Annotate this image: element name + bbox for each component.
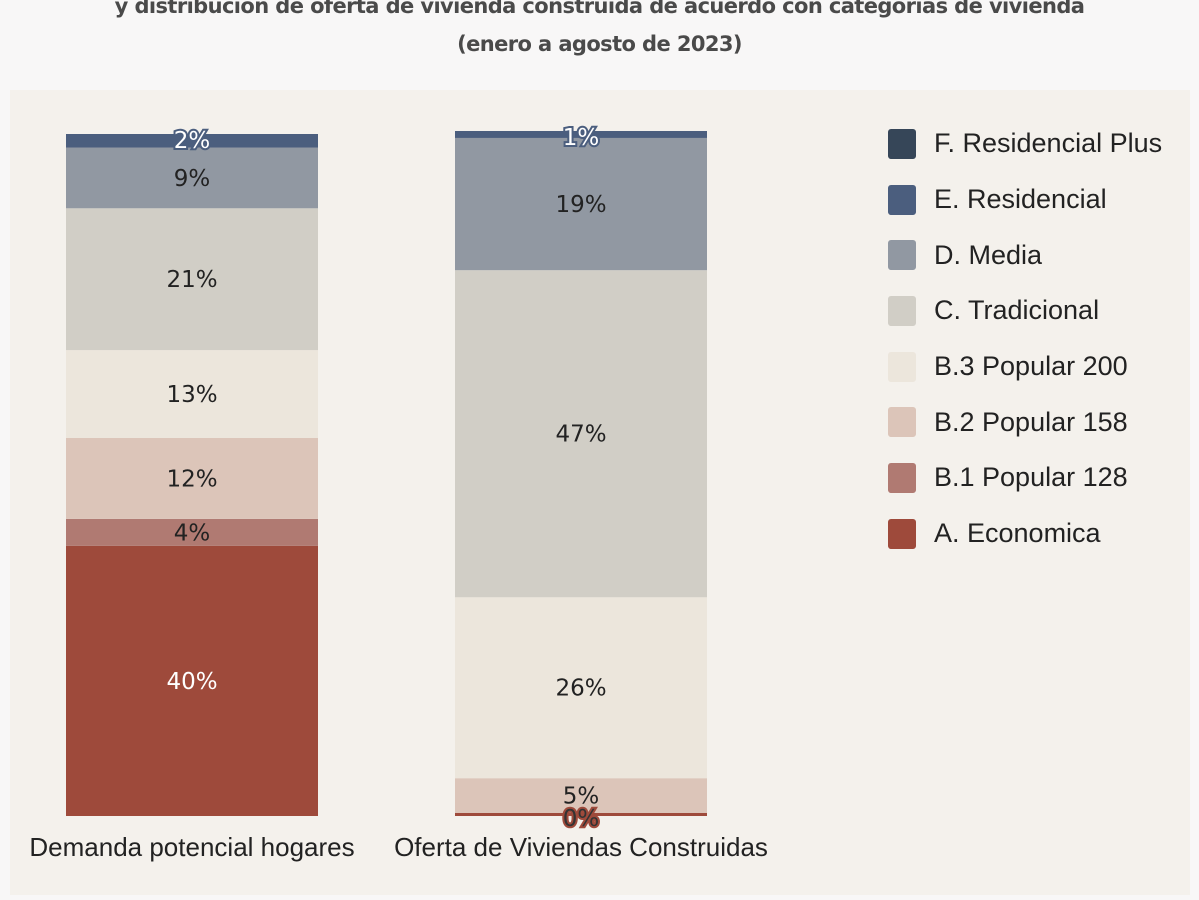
legend-label: B.1 Popular 128 [934,462,1128,493]
legend-label: C. Tradicional [934,295,1100,326]
legend: F. Residencial Plus E. Residencial D. Medi… [888,116,1162,562]
data-label: 4% [174,520,211,546]
bar-segment [66,134,318,148]
bar-segment [66,518,318,546]
legend-item: B.2 Popular 158 [888,394,1162,450]
bar-segment [455,813,707,816]
data-label: 21% [166,267,217,293]
legend-item: F. Residencial Plus [888,116,1162,172]
legend-item: A. Economica [888,506,1162,562]
data-label: 26% [555,676,606,702]
legend-swatch [888,518,916,549]
data-label: 1% [563,125,600,151]
x-tick-label: Oferta de Viviendas Construidas [394,832,768,862]
data-label: 0% [563,806,600,832]
legend-swatch [888,351,916,382]
data-label: 19% [555,192,606,218]
data-label: 9% [174,166,211,192]
data-label: 12% [166,466,217,492]
legend-item: C. Tradicional [888,283,1162,339]
legend-swatch [888,240,916,271]
bar-segment [66,545,318,816]
data-label: 13% [166,382,217,408]
legend-label: A. Economica [934,518,1101,549]
bar-segment [66,350,318,438]
bar-segment [66,147,318,209]
legend-label: F. Residencial Plus [934,128,1163,159]
legend-label: E. Residencial [934,184,1107,215]
bar-segment [455,597,707,779]
chart-subtitle: (enero a agosto de 2023) [457,32,742,56]
legend-swatch [888,295,916,326]
data-label: 2% [174,128,211,154]
chart-title: y distribución de oferta de vivienda con… [114,0,1085,18]
bar-segment [455,137,707,271]
bar-segment [66,208,318,351]
bar-segment [455,270,707,598]
legend-swatch [888,407,916,438]
legend-label: B.2 Popular 158 [934,406,1128,437]
legend-item: E. Residencial [888,172,1162,228]
bar-segment [455,131,707,138]
legend-swatch [888,184,916,215]
bar-segment [455,778,707,813]
bar-segment [66,437,318,519]
legend-swatch [888,462,916,493]
x-tick-label: Demanda potencial hogares [29,832,354,862]
legend-item: B.1 Popular 128 [888,450,1162,506]
legend-item: B.3 Popular 200 [888,339,1162,395]
legend-item: D. Media [888,227,1162,283]
data-label: 40% [166,669,217,695]
legend-label: B.3 Popular 200 [934,351,1128,382]
data-label: 47% [555,422,606,448]
legend-swatch [888,128,916,159]
data-label: 5% [563,784,600,810]
legend-label: D. Media [934,239,1043,270]
